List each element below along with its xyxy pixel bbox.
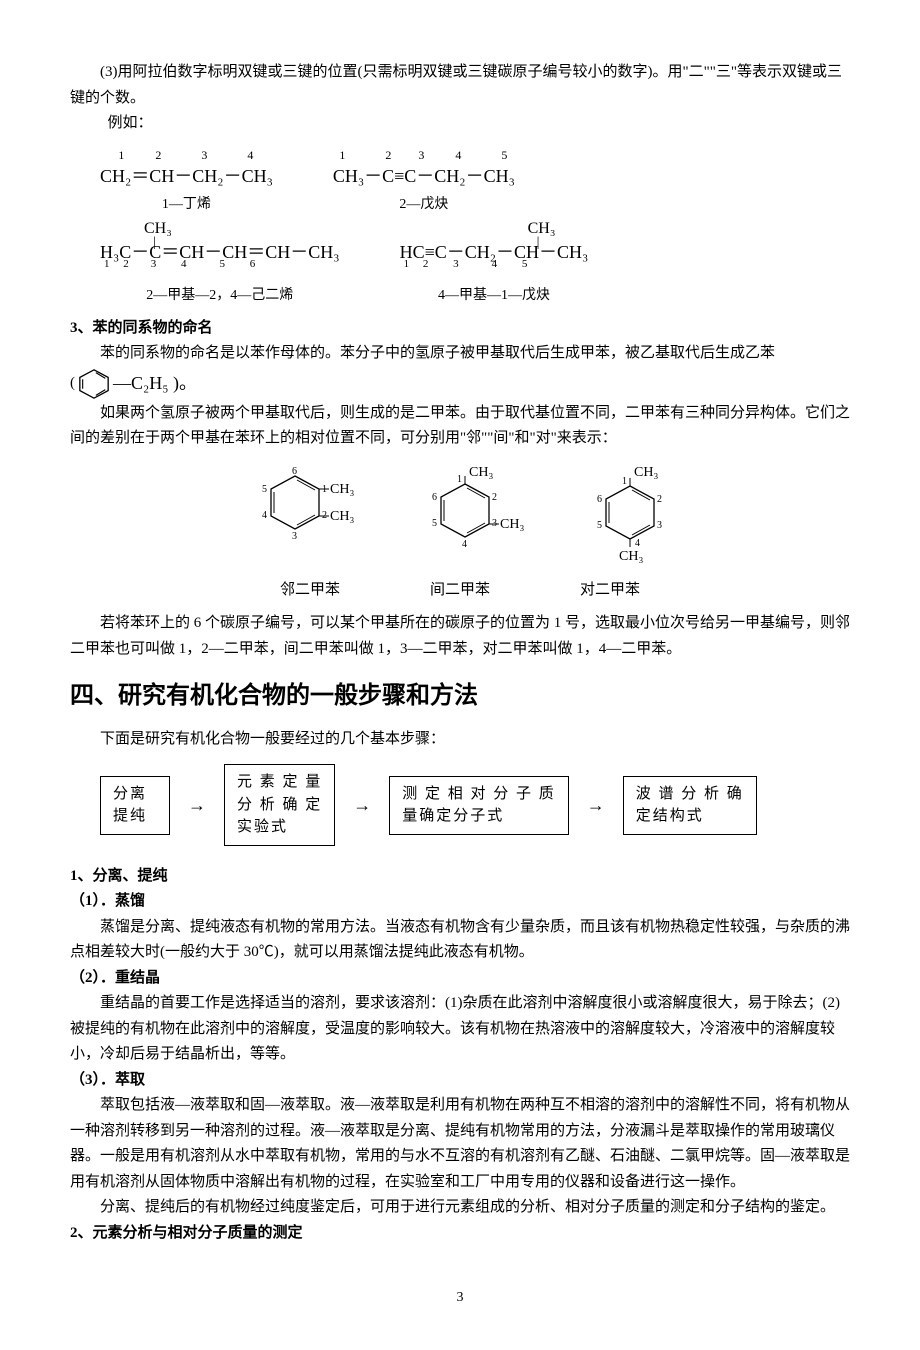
svg-text:6: 6 — [597, 494, 602, 505]
para-benzene-1: 苯的同系物的命名是以苯作母体的。苯分子中的氢原子被甲基取代后生成甲苯，被乙基取代… — [70, 341, 850, 367]
svg-text:CH₃: CH₃ — [500, 517, 524, 532]
svg-text:CH₃: CH₃ — [634, 465, 658, 480]
formula-hexadiene: CH₃ | H₃C－C＝CH－CH＝CH－CH₃ 1 2 3 4 5 6 2—甲… — [100, 237, 340, 307]
svg-text:2: 2 — [492, 492, 497, 503]
example-label: 例如： — [70, 111, 850, 137]
svg-text:5: 5 — [432, 518, 437, 529]
para-recrystallize: 重结晶的首要工作是选择适当的溶剂，要求该溶剂：(1)杂质在此溶剂中溶解度很小或溶… — [70, 991, 850, 1068]
formula-row-1: 1 2 3 4 CH₂＝CH－CH₂－CH₃ 1—丁烯 1 2 3 4 5 CH… — [100, 145, 850, 218]
svg-text:5: 5 — [262, 484, 267, 495]
p-xylene-icon: 2 3 5 6 1 4 CH₃ CH₃ — [585, 464, 675, 574]
svg-text:CH₃: CH₃ — [330, 482, 354, 497]
svg-text:4: 4 — [262, 510, 267, 521]
svg-text:CH₃: CH₃ — [469, 465, 493, 480]
svg-text:6: 6 — [432, 492, 437, 503]
para-benzene-2: 如果两个氢原子被两个甲基取代后，则生成的是二甲苯。由于取代基位置不同，二甲苯有三… — [70, 401, 850, 452]
formula-2-pentyne: 1 2 3 4 5 CH₃－C≡C－CH₂－CH₃ 2—戊炔 — [333, 145, 515, 218]
o-xylene-icon: 61 23 45 CH₃ CH₃ — [245, 464, 355, 554]
benzene-inline-formula: ( —C₂H₅ )。 — [70, 367, 850, 401]
benzene-ring-icon — [75, 367, 113, 401]
formula-row-2: CH₃ | H₃C－C＝CH－CH＝CH－CH₃ 1 2 3 4 5 6 2—甲… — [100, 237, 850, 307]
para-benzene-3: 若将苯环上的 6 个碳原子编号，可以某个甲基所在的碳原子的位置为 1 号，选取最… — [70, 611, 850, 662]
svg-text:5: 5 — [597, 520, 602, 531]
flow-box-4: 波 谱 分 析 确 定结构式 — [623, 776, 757, 835]
para-steps-intro: 下面是研究有机化合物一般要经过的几个基本步骤： — [70, 727, 850, 753]
arrow-right-icon: → — [353, 790, 371, 821]
svg-text:3: 3 — [657, 520, 662, 531]
heading-section-4: 四、研究有机化合物的一般步骤和方法 — [70, 676, 850, 717]
svg-text:CH₃: CH₃ — [330, 509, 354, 524]
subsection-1-2: （2）．重结晶 — [70, 966, 850, 992]
flow-diagram: 分离 提纯 → 元 素 定 量 分 析 确 定 实验式 → 测 定 相 对 分 … — [100, 764, 850, 846]
arrow-right-icon: → — [188, 790, 206, 821]
para-after: 分离、提纯后的有机物经过纯度鉴定后，可用于进行元素组成的分析、相对分子质量的测定… — [70, 1195, 850, 1221]
para-extract: 萃取包括液—液萃取和固—液萃取。液—液萃取是利用有机物在两种互不相溶的溶剂中的溶… — [70, 1093, 850, 1195]
svg-text:1: 1 — [622, 476, 627, 487]
arrow-right-icon: → — [587, 790, 605, 821]
xylene-captions: 邻二甲苯 间二甲苯 对二甲苯 — [70, 578, 850, 604]
section-3-heading: 3、苯的同系物的命名 — [70, 316, 850, 342]
subsection-1: 1、分离、提纯 — [70, 864, 850, 890]
svg-text:1: 1 — [457, 474, 462, 485]
svg-text:CH₃: CH₃ — [619, 549, 643, 564]
flow-box-3: 测 定 相 对 分 子 质 量确定分子式 — [389, 776, 569, 835]
svg-text:4: 4 — [462, 539, 467, 550]
svg-text:4: 4 — [635, 538, 640, 549]
formula-pentyne-methyl: CH₃ | HC≡C－CH₂－CH－CH₃ 1 2 3 4 5 4—甲基—1—戊… — [400, 237, 589, 307]
flow-box-2: 元 素 定 量 分 析 确 定 实验式 — [224, 764, 335, 846]
svg-text:3: 3 — [292, 531, 297, 542]
para-distill: 蒸馏是分离、提纯液态有机物的常用方法。当液态有机物含有少量杂质，而且该有机物热稳… — [70, 915, 850, 966]
m-xylene-icon: 23 45 61 CH₃ CH₃ — [415, 464, 525, 562]
subsection-1-1: （1）．蒸馏 — [70, 889, 850, 915]
page-number: 3 — [70, 1286, 850, 1310]
svg-text:2: 2 — [657, 494, 662, 505]
flow-box-1: 分离 提纯 — [100, 776, 170, 835]
svg-text:6: 6 — [292, 466, 297, 477]
xylene-isomers: 6 1 2 3 4 5 CH₃ CH₃ 2 3 4 5 6 1 CH₃ CH₃ 2 3 5 6 … — [70, 464, 850, 574]
subsection-1-3: （3）．萃取 — [70, 1068, 850, 1094]
subsection-2: 2、元素分析与相对分子质量的测定 — [70, 1221, 850, 1247]
formula-1-butene: 1 2 3 4 CH₂＝CH－CH₂－CH₃ 1—丁烯 — [100, 145, 273, 218]
para-rule-3: (3)用阿拉伯数字标明双键或三键的位置(只需标明双键或三键碳原子编号较小的数字)… — [70, 60, 850, 111]
